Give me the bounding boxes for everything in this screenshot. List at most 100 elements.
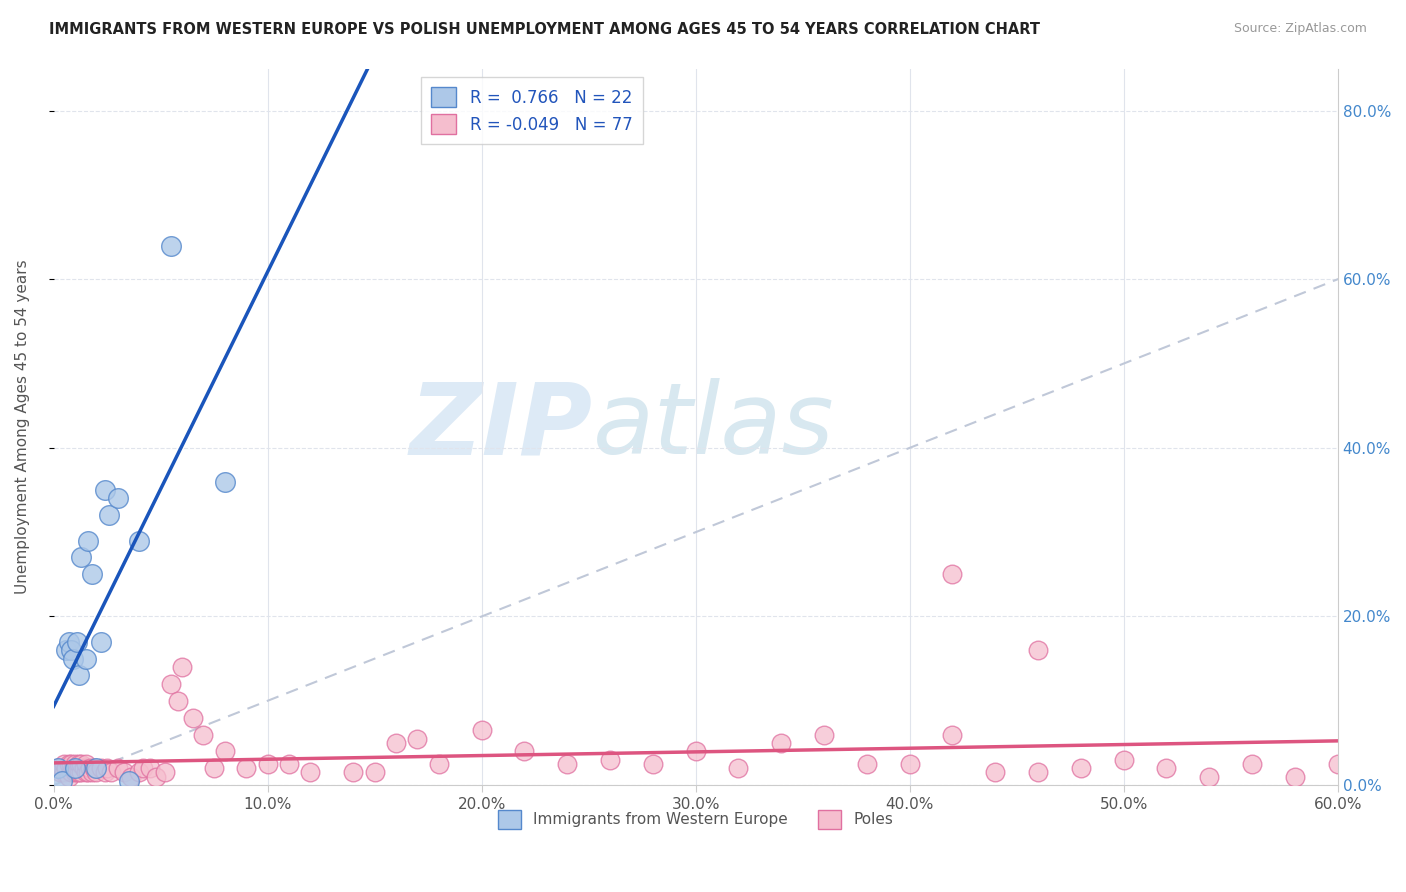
Point [70, 550, 93, 565]
Text: IMMIGRANTS FROM WESTERN EUROPE VS POLISH UNEMPLOYMENT AMONG AGES 45 TO 54 YEARS : IMMIGRANTS FROM WESTERN EUROPE VS POLISH… [49, 22, 1040, 37]
Point [941, 727, 963, 741]
Point [90, 634, 112, 648]
Point [76, 533, 98, 548]
Point [145, 770, 167, 784]
Point [62, 651, 84, 665]
Point [406, 731, 429, 746]
Point [59, 643, 82, 657]
Point [128, 533, 150, 548]
Point [856, 757, 879, 772]
Point [75, 757, 97, 772]
Point [82, 765, 104, 780]
Point [363, 765, 385, 780]
Point [160, 238, 183, 252]
Point [1284, 770, 1306, 784]
Point [59, 765, 82, 780]
Point [513, 744, 536, 758]
Point [235, 761, 257, 775]
Point [70, 757, 93, 772]
Point [46, 761, 69, 775]
Point [94, 483, 117, 497]
Point [256, 757, 278, 772]
Point [385, 736, 408, 750]
Point [641, 757, 664, 772]
Point [153, 765, 176, 780]
Point [1070, 761, 1092, 775]
Point [55, 761, 77, 775]
Point [471, 723, 494, 738]
Point [58, 770, 80, 784]
Point [941, 567, 963, 582]
Point [599, 753, 621, 767]
Y-axis label: Unemployment Among Ages 45 to 54 years: Unemployment Among Ages 45 to 54 years [15, 260, 30, 594]
Point [202, 761, 225, 775]
Point [193, 727, 215, 741]
Point [1026, 643, 1049, 657]
Point [70, 765, 93, 780]
Point [132, 761, 155, 775]
Point [120, 770, 142, 784]
Point [770, 736, 793, 750]
Point [58, 757, 80, 772]
Point [86, 761, 108, 775]
Point [166, 694, 188, 708]
Point [75, 765, 97, 780]
Point [160, 677, 183, 691]
Point [53, 765, 76, 780]
Point [83, 761, 105, 775]
Point [813, 727, 835, 741]
Point [82, 567, 104, 582]
Point [63, 757, 86, 772]
Point [66, 634, 89, 648]
Point [128, 765, 150, 780]
Point [76, 765, 98, 780]
Point [107, 491, 129, 506]
Point [51, 773, 73, 788]
Point [555, 757, 578, 772]
Point [342, 765, 364, 780]
Point [1326, 757, 1348, 772]
Point [181, 711, 204, 725]
Point [1026, 765, 1049, 780]
Point [63, 761, 86, 775]
Point [55, 643, 77, 657]
Point [139, 761, 162, 775]
Point [94, 765, 117, 780]
Point [427, 757, 450, 772]
Point [96, 761, 118, 775]
Point [75, 651, 97, 665]
Point [117, 773, 139, 788]
Point [1198, 770, 1220, 784]
Point [49, 765, 72, 780]
Point [214, 475, 236, 489]
Legend: Immigrants from Western Europe, Poles: Immigrants from Western Europe, Poles [492, 804, 900, 835]
Point [62, 761, 84, 775]
Point [51, 761, 73, 775]
Point [66, 765, 89, 780]
Point [98, 508, 121, 523]
Point [214, 744, 236, 758]
Point [67, 765, 90, 780]
Point [53, 757, 76, 772]
Point [67, 668, 90, 682]
Point [63, 765, 86, 780]
Point [1112, 753, 1135, 767]
Point [299, 765, 322, 780]
Point [90, 761, 112, 775]
Point [278, 757, 301, 772]
Text: atlas: atlas [593, 378, 835, 475]
Point [46, 761, 69, 775]
Point [79, 761, 101, 775]
Point [170, 660, 193, 674]
Point [1156, 761, 1178, 775]
Text: ZIP: ZIP [411, 378, 593, 475]
Point [685, 744, 707, 758]
Point [112, 765, 135, 780]
Text: Source: ZipAtlas.com: Source: ZipAtlas.com [1233, 22, 1367, 36]
Point [67, 757, 90, 772]
Point [86, 765, 108, 780]
Point [72, 761, 94, 775]
Point [58, 634, 80, 648]
Point [1240, 757, 1263, 772]
Point [984, 765, 1007, 780]
